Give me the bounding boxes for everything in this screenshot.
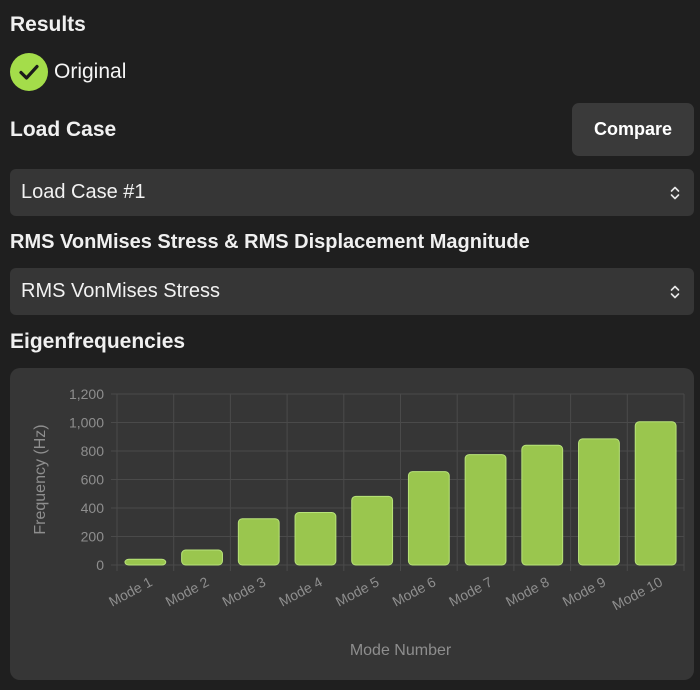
x-tick-label: Mode 5	[333, 573, 382, 609]
up-down-chevron-icon	[670, 186, 680, 200]
x-tick-label: Mode 7	[446, 573, 495, 609]
bar	[634, 421, 677, 566]
bar	[521, 444, 564, 566]
y-tick-label: 400	[81, 500, 105, 516]
x-tick-label: Mode 6	[390, 573, 439, 609]
bar	[464, 454, 507, 566]
x-tick-label: Mode 3	[219, 573, 268, 609]
y-tick-label: 200	[81, 529, 105, 545]
y-tick-label: 800	[81, 443, 105, 459]
x-tick-label: Mode 1	[106, 573, 155, 609]
eigenfrequencies-chart-card: 0 200 400 600 800 1,000 1,200 Mode 1 Mode 2 Mode …	[10, 368, 694, 680]
up-down-chevron-icon	[670, 285, 680, 299]
result-type-title: RMS VonMises Stress & RMS Displacement M…	[10, 231, 530, 253]
load-case-select-value: Load Case #1	[21, 181, 146, 203]
load-case-select[interactable]: Load Case #1	[10, 169, 694, 216]
bar	[407, 471, 450, 566]
bar	[294, 512, 337, 566]
y-tick-label: 1,200	[69, 386, 104, 402]
compare-button[interactable]: Compare	[572, 103, 694, 156]
y-axis-label: Frequency (Hz)	[32, 424, 49, 534]
original-result-row[interactable]: Original	[10, 53, 126, 91]
bar	[124, 558, 167, 566]
bar	[578, 438, 620, 566]
y-tick-label: 1,000	[69, 415, 104, 431]
x-axis-label: Mode Number	[350, 642, 452, 659]
bar	[237, 518, 280, 566]
x-tick-label: Mode 8	[503, 573, 552, 609]
result-type-select[interactable]: RMS VonMises Stress	[10, 268, 694, 315]
x-tick-label: Mode 2	[163, 573, 212, 609]
y-tick-label: 0	[96, 557, 104, 573]
original-label: Original	[54, 60, 127, 83]
x-tick-label: Mode 4	[276, 573, 325, 609]
bar	[181, 549, 223, 566]
result-type-select-value: RMS VonMises Stress	[21, 280, 220, 302]
check-icon	[10, 53, 48, 91]
bar	[351, 495, 394, 566]
x-tick-label: Mode 10	[609, 573, 665, 613]
results-title: Results	[10, 13, 86, 36]
y-tick-label: 600	[81, 472, 105, 488]
eigenfrequencies-title: Eigenfrequencies	[10, 330, 186, 353]
x-tick-label: Mode 9	[560, 573, 609, 609]
load-case-title: Load Case	[10, 118, 117, 141]
